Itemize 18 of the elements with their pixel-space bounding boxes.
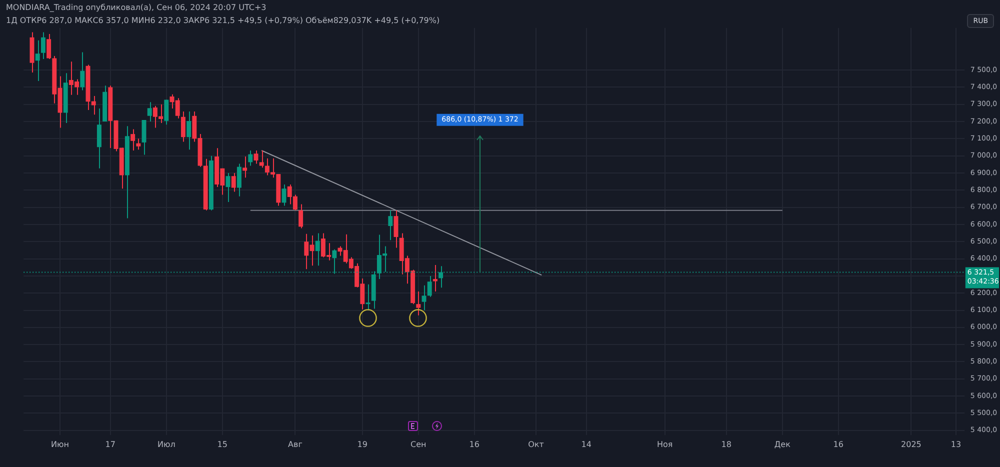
x-tick-label: 19 [357, 440, 368, 449]
x-tick-label: 13 [950, 440, 962, 449]
x-tick-label: Июн [51, 440, 69, 449]
x-tick-label: Окт [528, 440, 544, 449]
chart-title: MONDIARA_Trading опубликовал(а), Сен 06, 2024 20:07 UTC+3 [6, 3, 266, 12]
x-tick-label: 16 [469, 440, 480, 449]
x-tick-label: Ноя [656, 440, 673, 449]
x-tick-label: Июл [157, 440, 176, 449]
x-tick-label: 15 [217, 440, 228, 449]
x-tick-label: Авг [288, 440, 302, 449]
x-tick-label: Дек [774, 440, 791, 449]
x-tick-label: 2025 [901, 440, 922, 449]
x-tick-label: 16 [833, 440, 844, 449]
x-tick-label: 17 [105, 440, 116, 449]
x-tick-label: Сен [410, 440, 426, 449]
chart-subtitle: 1Д ОТКР6 287,0 МАКС6 357,0 МИН6 232,0 ЗАКР6 321,5 +49,5 (+0,79%) Объём829,037K +49,5 (+0,79%) [6, 16, 440, 25]
x-tick-label: 18 [721, 440, 732, 449]
x-tick-label: 14 [581, 440, 592, 449]
